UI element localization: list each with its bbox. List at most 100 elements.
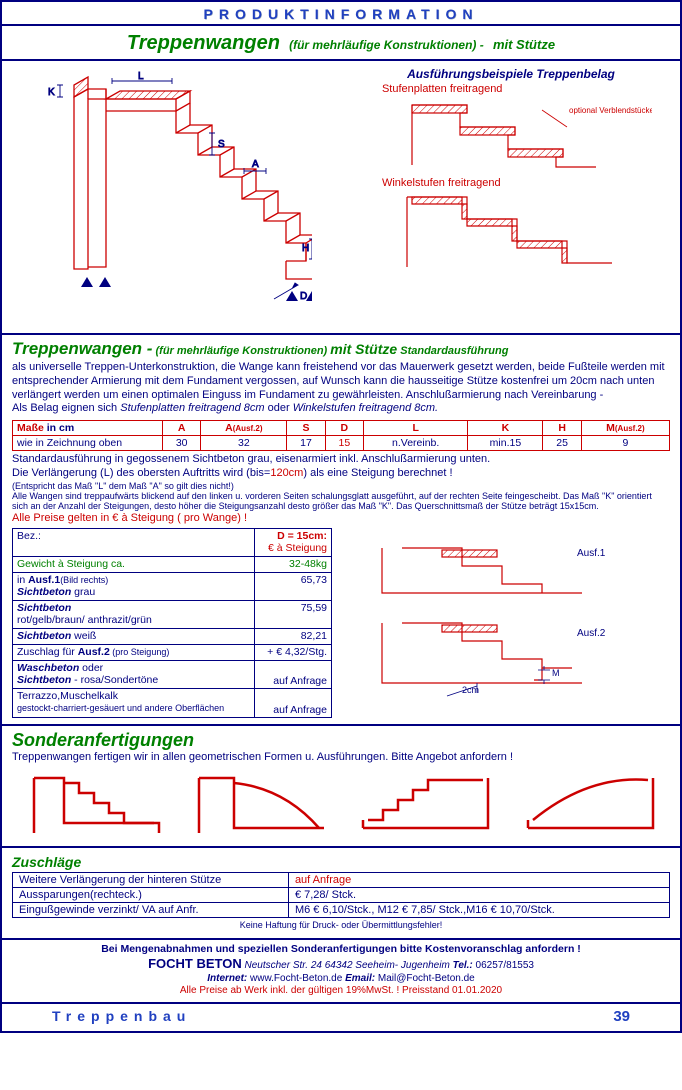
zu-r1b: auf Anfrage (288, 873, 669, 888)
footer-em-l: Email: (345, 973, 375, 984)
dim-v0: 30 (163, 436, 201, 451)
footer-tel-l: Tel.: (453, 960, 473, 971)
dim-row2-label: wie in Zeichnung oben (13, 436, 163, 451)
sec-t3: mit Stütze (330, 341, 397, 357)
shape-2 (189, 768, 329, 838)
shapes-row (12, 764, 670, 840)
footer: Bei Mengenabnahmen und speziellen Sonder… (2, 938, 680, 1002)
dim-v6: 25 (543, 436, 581, 451)
dim-h3: D (341, 422, 349, 434)
dim-hs7: (Ausf.2) (615, 424, 645, 433)
dim-label-a: Maße (17, 422, 44, 434)
stair-diagram: K L S A H D (12, 67, 346, 327)
zu-title: Zuschläge (12, 854, 670, 870)
footer-brand: FOCHT BETON (148, 956, 242, 971)
opt-note: optional Verblendstücke (569, 106, 652, 115)
dim-l: L (138, 71, 144, 82)
pt-r4aa: Sichtbeton (17, 630, 71, 642)
dim-h4: L (412, 422, 418, 434)
pt-r5v: + € 4,32/Stg. (254, 645, 331, 661)
pt-r2ab: Ausf.1 (28, 574, 60, 586)
shape-3 (353, 768, 493, 838)
page-foot: Treppenbau 39 (2, 1002, 680, 1031)
zu-r3b: M6 € 6,10/Stck., M12 € 7,85/ Stck.,M16 €… (288, 903, 669, 918)
dim-h6: H (558, 422, 566, 434)
pt-r1b: 32-48kg (254, 556, 331, 572)
zuschlaege-section: Zuschläge Weitere Verlängerung der hinte… (2, 846, 680, 938)
pt-r6aa: Waschbeton (17, 662, 79, 674)
note2a: Die Verlängerung (L) des obersten Auftri… (12, 467, 270, 479)
footer-em: Mail@Focht-Beton.de (375, 973, 475, 984)
dim-v2: 17 (287, 436, 325, 451)
dim-v1: 32 (201, 436, 287, 451)
pt-r4v: 82,21 (254, 629, 331, 645)
ausf-m: M (552, 668, 560, 678)
pt-r2v: 65,73 (254, 572, 331, 600)
dim-v5: min.15 (468, 436, 543, 451)
footer-int-l: Internet: (207, 973, 247, 984)
pt-r7b: gestockt-charriert-gesäuert und andere O… (17, 703, 224, 713)
footer-tel: 06257/81553 (473, 960, 534, 971)
body-p2b: oder (265, 402, 293, 414)
title-bar: Treppenwangen (für mehrläufige Konstrukt… (2, 26, 680, 61)
zu-r1a: Weitere Verlängerung der hinteren Stütze (13, 873, 289, 888)
note2b: 120cm (270, 467, 303, 479)
dim-h0: A (178, 422, 186, 434)
dim-s: S (218, 139, 225, 150)
pt-h1: Bez.: (13, 528, 255, 556)
pt-r5ab: Ausf.2 (78, 646, 110, 658)
pt-r5ac: (pro Steigung) (110, 647, 170, 657)
pt-r6ab: oder (79, 662, 103, 674)
zu-r2a: Aussparungen(rechteck.) (13, 888, 289, 903)
pt-r4ab: weiß (71, 630, 96, 642)
pt-h2b: € à Steigung (268, 542, 327, 554)
page-foot-num: 39 (613, 1008, 630, 1025)
dim-h7: M (606, 422, 615, 434)
sonder-title: Sonderanfertigungen (12, 730, 670, 751)
main-section: Treppenwangen - (für mehrläufige Konstru… (2, 335, 680, 724)
dim-d: D (300, 291, 307, 302)
zu-r3a: Eingußgewinde verzinkt/ VA auf Anfr. (13, 903, 289, 918)
body-p2a: Als Belag eignen sich (12, 402, 120, 414)
dim-h2: S (302, 422, 309, 434)
pt-h2a: D = 15cm: (277, 530, 327, 542)
dim-h1: A (225, 422, 233, 434)
pt-r6bb: - rosa/Sondertöne (71, 674, 158, 686)
disclaimer: Keine Haftung für Druck- oder Übermittlu… (12, 918, 670, 932)
pt-r2ac: (Bild rechts) (60, 575, 108, 585)
dim-a: A (252, 159, 259, 170)
pt-r3b: rot/gelb/braun/ anthrazit/grün (17, 614, 152, 626)
dim-h5: K (502, 422, 510, 434)
title-sub2: mit Stütze (493, 37, 555, 52)
pt-r2aa: in (17, 574, 28, 586)
stufenplatten-diagram: optional Verblendstücke (352, 95, 652, 175)
sonder-text: Treppenwangen fertigen wir in allen geom… (12, 751, 670, 765)
body-p2i2: Winkelstufen freitragend 8cm. (293, 402, 438, 414)
body-p1: als universelle Treppen-Unterkonstruktio… (12, 361, 670, 402)
page-header: PRODUKTINFORMATION (2, 2, 680, 26)
dimension-table: Maße in cm A A(Ausf.2) S D L K H M(Ausf.… (12, 420, 670, 451)
diag-sub2: Winkelstufen freitragend (382, 177, 670, 189)
body-p2i: Stufenplatten freitragend 8cm (120, 402, 264, 414)
pt-r7v: auf Anfrage (254, 689, 331, 717)
sonder-section: Sonderanfertigungen Treppenwangen fertig… (2, 724, 680, 847)
note3: (Entspricht das Maß "L" dem Maß "A" so g… (12, 481, 670, 491)
pt-r2ba: Sichtbeton (17, 586, 71, 598)
sec-t2: (für mehrläufige Konstruktionen) (156, 345, 328, 357)
dim-v4: n.Vereinb. (364, 436, 468, 451)
note4: Alle Wangen sind treppaufwärts blickend … (12, 491, 670, 512)
pt-r1a: Gewicht à Steigung ca. (13, 556, 255, 572)
diag-sub1: Stufenplatten freitragend (382, 83, 670, 95)
title-sub: (für mehrläufige Konstruktionen) - (289, 38, 484, 52)
note5: Alle Preise gelten in € à Steigung ( pro… (12, 512, 670, 524)
ausf-diagrams: Ausf.1 Ausf.2 M 2cm (342, 528, 670, 718)
diagrams-section: K L S A H D (2, 61, 680, 335)
footer-l1: Bei Mengenabnahmen und speziellen Sonder… (6, 943, 676, 956)
sec-t4: Standardausführung (400, 345, 508, 357)
dim-v3: 15 (325, 436, 363, 451)
pt-r6v: auf Anfrage (254, 660, 331, 688)
ausf2-label: Ausf.2 (577, 628, 606, 639)
pt-r7a: Terrazzo,Muschelkalk (17, 690, 118, 702)
zuschlaege-table: Weitere Verlängerung der hinteren Stütze… (12, 872, 670, 918)
footer-l4: Alle Preise ab Werk inkl. der gültigen 1… (6, 985, 676, 998)
